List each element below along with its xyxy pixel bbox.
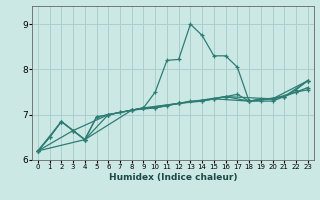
X-axis label: Humidex (Indice chaleur): Humidex (Indice chaleur) (108, 173, 237, 182)
